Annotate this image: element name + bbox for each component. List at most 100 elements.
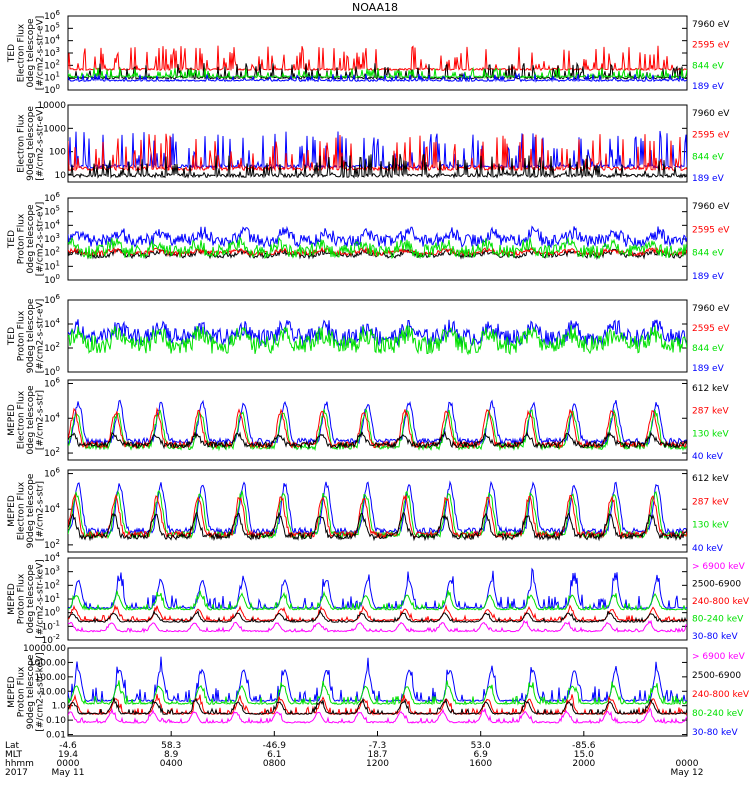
y-tick-exponent: 5: [56, 21, 60, 29]
y-axis-label-line: TED: [7, 44, 17, 63]
y-tick-exponent: 4: [56, 317, 61, 325]
y-axis-label-line: [#/cm2-s-str-keV]: [36, 652, 46, 731]
legend-entry: 844 eV: [692, 152, 725, 162]
legend-entry: 240-800 keV: [692, 597, 750, 607]
y-tick-exponent: 3: [56, 565, 60, 573]
y-axis-label-line: [#/cm2-s-str-keV]: [36, 559, 46, 638]
y-axis-label-line: Electron Flux: [17, 23, 27, 82]
legend-entry: 30-80 keV: [692, 632, 738, 642]
y-axis-label-line: MEPED: [7, 583, 17, 615]
y-axis-label-line: 90deg telescope: [26, 654, 36, 729]
x-tick-label-mlt: 6.1: [267, 750, 281, 760]
panel-frame: [67, 469, 688, 553]
y-tick-exponent: 0: [56, 365, 60, 373]
series-trace-green: [68, 325, 687, 356]
chart-title: NOAA18: [352, 1, 398, 14]
y-tick-label: 106: [44, 376, 60, 389]
legend-entry: 844 eV: [692, 249, 725, 259]
series-trace-blue: [68, 480, 687, 536]
legend-entry: 2595 eV: [692, 41, 730, 51]
legend-entry: 40 keV: [692, 544, 724, 554]
y-tick-label: 10.00: [40, 687, 66, 697]
series-trace-red: [68, 45, 687, 72]
legend-entry: 189 eV: [692, 174, 725, 184]
y-tick-label: 10000: [37, 101, 66, 111]
y-tick-exponent: 3: [56, 46, 60, 54]
y-tick-exponent: -1: [53, 619, 60, 627]
y-axis-label-line: [#/cm2-s-str-eV]: [36, 299, 46, 374]
y-axis-label-line: [#/cm2-s-str]: [36, 481, 46, 541]
x-tick-label-lat: -4.6: [59, 741, 77, 751]
y-axis-label-line: 90deg telescope: [26, 106, 36, 181]
y-tick-label: 102: [44, 578, 60, 591]
y-tick-label: 100: [49, 148, 66, 158]
y-tick-exponent: 6: [56, 293, 61, 301]
y-tick-exponent: 2: [56, 538, 60, 546]
y-axis-label-line: Electron Flux: [17, 114, 27, 173]
series-trace-green: [68, 236, 687, 260]
y-tick-label: 104: [44, 218, 60, 231]
legend-entry: 2500-6900: [692, 580, 741, 590]
y-tick-label: 10: [55, 171, 67, 181]
legend-entry: 2595 eV: [692, 131, 730, 141]
series-trace-red: [68, 604, 687, 623]
y-tick-label: 103: [44, 565, 60, 578]
x-tick-label-lat: -46.9: [263, 741, 287, 751]
y-axis-label-line: 0deg telescope: [26, 564, 36, 634]
y-tick-exponent: 6: [56, 9, 61, 17]
y-axis-label-line: Electron Flux: [17, 390, 27, 449]
panel-ted-e-90: 10 100 1000 10000 Electron Flux 90deg telesco…: [17, 101, 731, 184]
x-tick-label-lat: 53.0: [471, 741, 491, 751]
y-tick-exponent: 0: [56, 83, 60, 91]
y-tick-label: 1.0: [52, 702, 67, 712]
y-tick-exponent: 4: [56, 502, 61, 510]
y-tick-label: 103: [44, 232, 60, 245]
panel-meped-p-90: 0.01 0.10 1.0 10.00 100.00 1000.00 10000.00 MEP…: [7, 644, 750, 741]
x-tick-label-mlt: 15.0: [574, 750, 594, 760]
y-tick-label: 10000.00: [23, 644, 66, 654]
series-trace-blue: [68, 399, 687, 447]
series-trace-red: [68, 493, 687, 540]
y-tick-label: 102: [44, 341, 60, 354]
panel-meped-e-90: 102 104 106 MEPED Electron Flux 90deg telesco…: [7, 467, 729, 554]
series-trace-black: [68, 511, 687, 542]
y-tick-exponent: 2: [56, 341, 60, 349]
y-tick-exponent: 0: [56, 606, 60, 614]
x-tick-label-mlt: 8.9: [164, 750, 179, 760]
legend-entry: 612 keV: [692, 384, 729, 394]
y-tick-label: 106: [44, 191, 60, 204]
y-tick-label: 101: [44, 592, 60, 605]
x-tick-label-lat: 58.3: [161, 741, 181, 751]
x-tick-label-date: May 12: [671, 768, 704, 778]
y-axis-label-line: TED: [7, 327, 17, 346]
y-tick-label: 100: [44, 606, 60, 619]
y-tick-label: 104: [44, 411, 60, 424]
series-trace-magenta: [68, 707, 687, 724]
series-trace-black: [68, 697, 687, 716]
series-trace-black: [68, 609, 687, 624]
legend-entry: 2500-6900: [692, 671, 741, 681]
y-tick-exponent: 6: [56, 467, 61, 475]
y-tick-exponent: 2: [56, 58, 60, 66]
legend-entry: 2595 eV: [692, 225, 730, 235]
y-tick-label: 105: [44, 205, 60, 218]
legend-entry: 80-240 keV: [692, 615, 744, 625]
legend-entry: 240-800 keV: [692, 690, 750, 700]
y-tick-label: 104: [44, 551, 60, 564]
y-tick-exponent: 4: [56, 34, 61, 42]
y-tick-exponent: 4: [56, 551, 61, 559]
legend-entry: 844 eV: [692, 344, 725, 354]
series-trace-blue: [68, 225, 687, 249]
y-tick-exponent: 5: [56, 205, 60, 213]
y-axis-label-line: MEPED: [7, 495, 17, 527]
x-tick-label-hhmm: 1200: [366, 759, 389, 769]
x-tick-label-lat: -7.3: [369, 741, 387, 751]
legend-entry: 189 eV: [692, 82, 725, 92]
y-tick-label: 100.00: [35, 673, 67, 683]
y-tick-label: 102: [44, 58, 60, 71]
x-tick-label-mlt: 18.7: [367, 750, 387, 760]
y-tick-exponent: 2: [56, 446, 60, 454]
